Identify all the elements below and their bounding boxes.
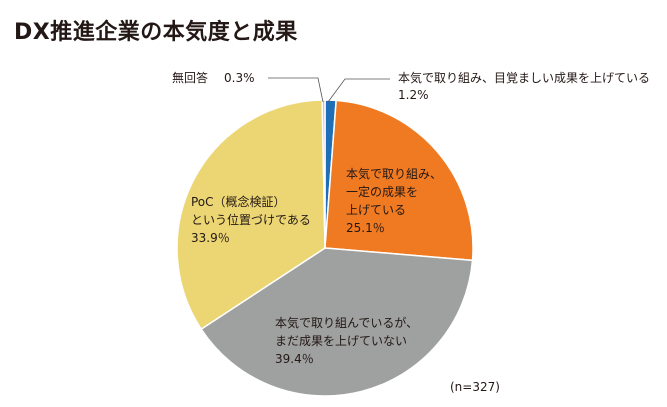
slice-label-some-results: 一定の成果を [346, 184, 418, 199]
slice-value-no-answer: 0.3% [224, 71, 255, 85]
slice-label-no-results-yet: 本気で取り組んでいるが、 [275, 315, 418, 330]
slice-value-remarkable-results: 1.2% [398, 88, 429, 102]
slice-value-poc: 33.9％ [191, 231, 230, 245]
slice-label-some-results: 上げている [346, 203, 406, 217]
slice-label-some-results: 本気で取り組み、 [346, 166, 442, 181]
slice-label-poc: という位置づけである [191, 212, 311, 227]
leader-line-remarkable-results [327, 78, 390, 103]
slice-label-no-answer: 無回答 [172, 70, 208, 85]
slice-label-remarkable-results: 本気で取り組み、目覚ましい成果を上げている [398, 70, 650, 85]
slice-label-poc: PoC（概念検証） [191, 194, 286, 209]
pie-slice-poc [176, 99, 326, 331]
sample-size-note: (n=327) [450, 380, 500, 394]
pie-slice-some-results [324, 99, 474, 262]
slice-value-no-results-yet: 39.4％ [275, 352, 314, 366]
slice-value-some-results: 25.1％ [346, 221, 385, 235]
chart-title: DX推進企業の本気度と成果 [14, 20, 298, 45]
leader-line-no-answer [268, 77, 324, 103]
slice-label-no-results-yet: まだ成果を上げていない [275, 334, 407, 348]
